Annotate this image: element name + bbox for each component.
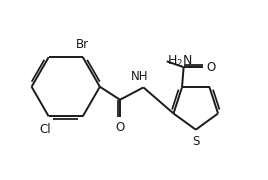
Text: Cl: Cl — [39, 123, 51, 136]
Text: NH: NH — [131, 71, 148, 84]
Text: H$_2$N: H$_2$N — [167, 54, 192, 69]
Text: S: S — [192, 135, 199, 148]
Text: Br: Br — [76, 38, 89, 51]
Text: O: O — [207, 61, 216, 74]
Text: O: O — [116, 121, 125, 134]
